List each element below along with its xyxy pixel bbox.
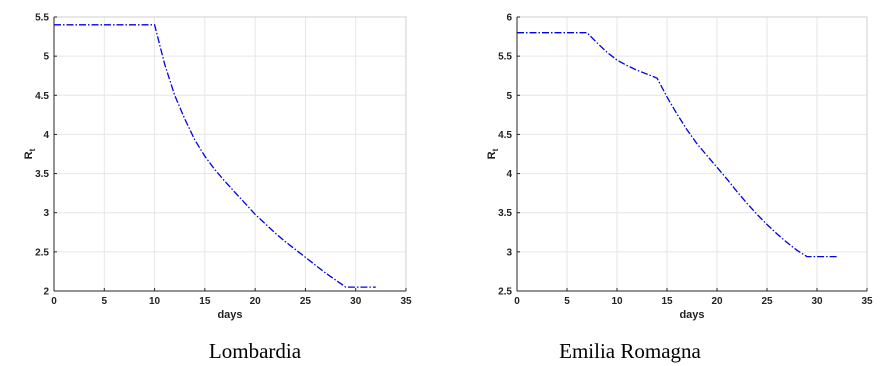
y-tick-label: 5.5 [498,52,512,63]
y-tick-label: 6 [506,13,512,24]
plot-frame [53,16,407,292]
chart-lombardia: 0 5 10 15 20 25 30 35 2 2.5 3 3.5 4 4.5 5 5.5 days Rt Lomb… [23,13,412,364]
x-axis-label: days [679,309,704,321]
x-tick-label: 15 [199,296,211,307]
chart-caption: Emilia Romagna [559,339,701,363]
x-tick-label: 10 [611,296,623,307]
chart-caption: Lombardia [209,339,302,363]
y-axis-label: Rt [23,148,37,159]
x-axis-label: days [217,309,242,321]
y-tick-label: 3.5 [498,208,512,219]
x-tick-label: 10 [149,296,161,307]
chart-emilia-romagna: 0 5 10 15 20 25 30 35 2.5 3 3.5 4 4.5 5 5.5 6 days Rt Emil… [486,13,873,364]
y-tick-label: 3 [43,208,49,219]
y-axis-label: Rt [486,148,500,159]
x-tick-label: 20 [711,296,723,307]
x-tick-label: 20 [250,296,262,307]
y-axis-label-main: R [486,151,498,159]
y-tick-label: 4 [43,130,49,141]
plot-frame [516,16,868,292]
x-tick-label: 0 [514,296,520,307]
y-tick-label: 4 [506,169,512,180]
y-tick-label: 4.5 [498,130,512,141]
y-tick-label: 2.5 [498,287,512,298]
y-axis-label-subscript: t [491,148,500,151]
x-tick-label: 30 [811,296,823,307]
x-tick-label: 30 [350,296,362,307]
series-line [517,32,837,258]
y-tick-label: 5.5 [35,13,49,24]
y-tick-label: 2 [43,287,49,298]
y-tick-label: 5 [506,91,512,102]
y-axis-label-subscript: t [28,148,37,151]
x-tick-label: 25 [300,296,312,307]
y-tick-label: 3 [506,247,512,258]
x-tick-label: 5 [102,296,108,307]
y-tick-label: 5 [43,52,49,63]
x-tick-label: 15 [661,296,673,307]
x-tick-label: 35 [400,296,412,307]
x-tick-label: 5 [564,296,570,307]
x-tick-label: 35 [861,296,873,307]
y-axis-label-main: R [23,151,35,159]
x-tick-label: 25 [761,296,773,307]
x-tick-label: 0 [51,296,57,307]
y-tick-label: 4.5 [35,91,49,102]
series-line [54,24,376,288]
y-tick-label: 2.5 [35,247,49,258]
y-tick-label: 3.5 [35,169,49,180]
